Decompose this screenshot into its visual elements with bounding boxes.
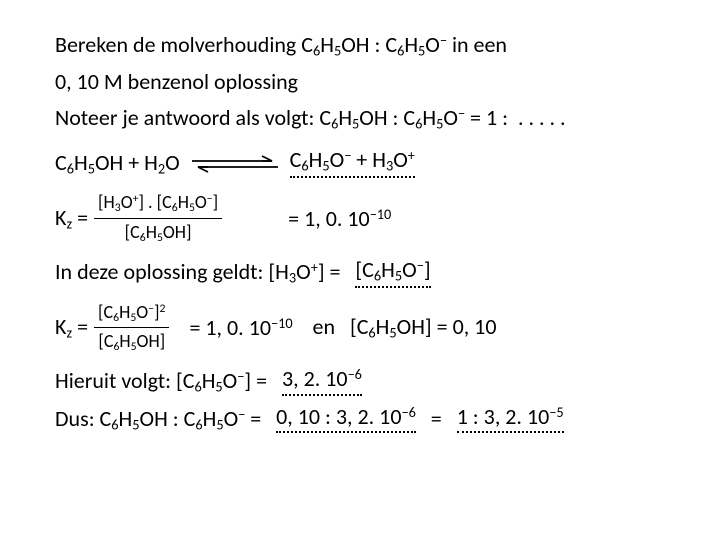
question-line-2: 0, 10 M benzenol oplossing [55, 67, 675, 97]
kz-value-2: = 1, 0. 10−10 [189, 313, 292, 343]
kz-label-2: Kz = [55, 312, 88, 343]
equation-row: C6H5OH + H2O C6H5O− + H3O+ [55, 147, 675, 180]
eq-right: C6H5O− + H3O+ [290, 145, 415, 178]
kz-value-1: = 1, 0. 10−10 [288, 204, 391, 234]
geldt-value: [C6H5O−] [355, 255, 430, 288]
kz-row-1: Kz = [H3O+] . [C6H5O−] [C6H5OH] = 1, 0. … [55, 190, 675, 246]
note-line: Noteer je antwoord als volgt: C6H5OH : C… [55, 103, 675, 134]
dus-row: Dus: C6H5OH : C6H5O− = 0, 10 : 3, 2. 10−… [55, 404, 675, 436]
hieruit-row: Hieruit volgt: [C6H5O−] = 3, 2. 10−6 [55, 366, 675, 398]
frac2-num: [C6H5O−]2 [94, 300, 169, 329]
dus-answer: 1 : 3, 2. 10−5 [457, 402, 564, 434]
kz-row-2: Kz = [C6H5O−]2 [C6H5OH] = 1, 0. 10−10 en… [55, 300, 675, 356]
frac1-num: [H3O+] . [C6H5O−] [94, 190, 222, 219]
equilibrium-arrow-icon [190, 153, 280, 175]
geldt-row: In deze oplossing geldt: [H3O+] = [C6H5O… [55, 257, 675, 290]
frac2-den: [C6H5OH] [94, 328, 169, 356]
dus-equals: = [421, 405, 452, 432]
kz-label-1: Kz = [55, 203, 88, 234]
frac1-den: [C6H5OH] [94, 219, 222, 247]
en-text: en [C6H5OH] = 0, 10 [293, 312, 497, 343]
hieruit-value: 3, 2. 10−6 [282, 364, 362, 396]
note-dots: . . . . . [518, 104, 566, 131]
question-line-1: Bereken de molverhouding C6H5OH : C6H5O−… [55, 30, 675, 61]
dus-mid: 0, 10 : 3, 2. 10−6 [276, 402, 416, 434]
eq-left: C6H5OH + H2O [55, 148, 180, 179]
kz-fraction-2: [C6H5O−]2 [C6H5OH] [94, 300, 169, 356]
kz-fraction-1: [H3O+] . [C6H5O−] [C6H5OH] [94, 190, 222, 246]
